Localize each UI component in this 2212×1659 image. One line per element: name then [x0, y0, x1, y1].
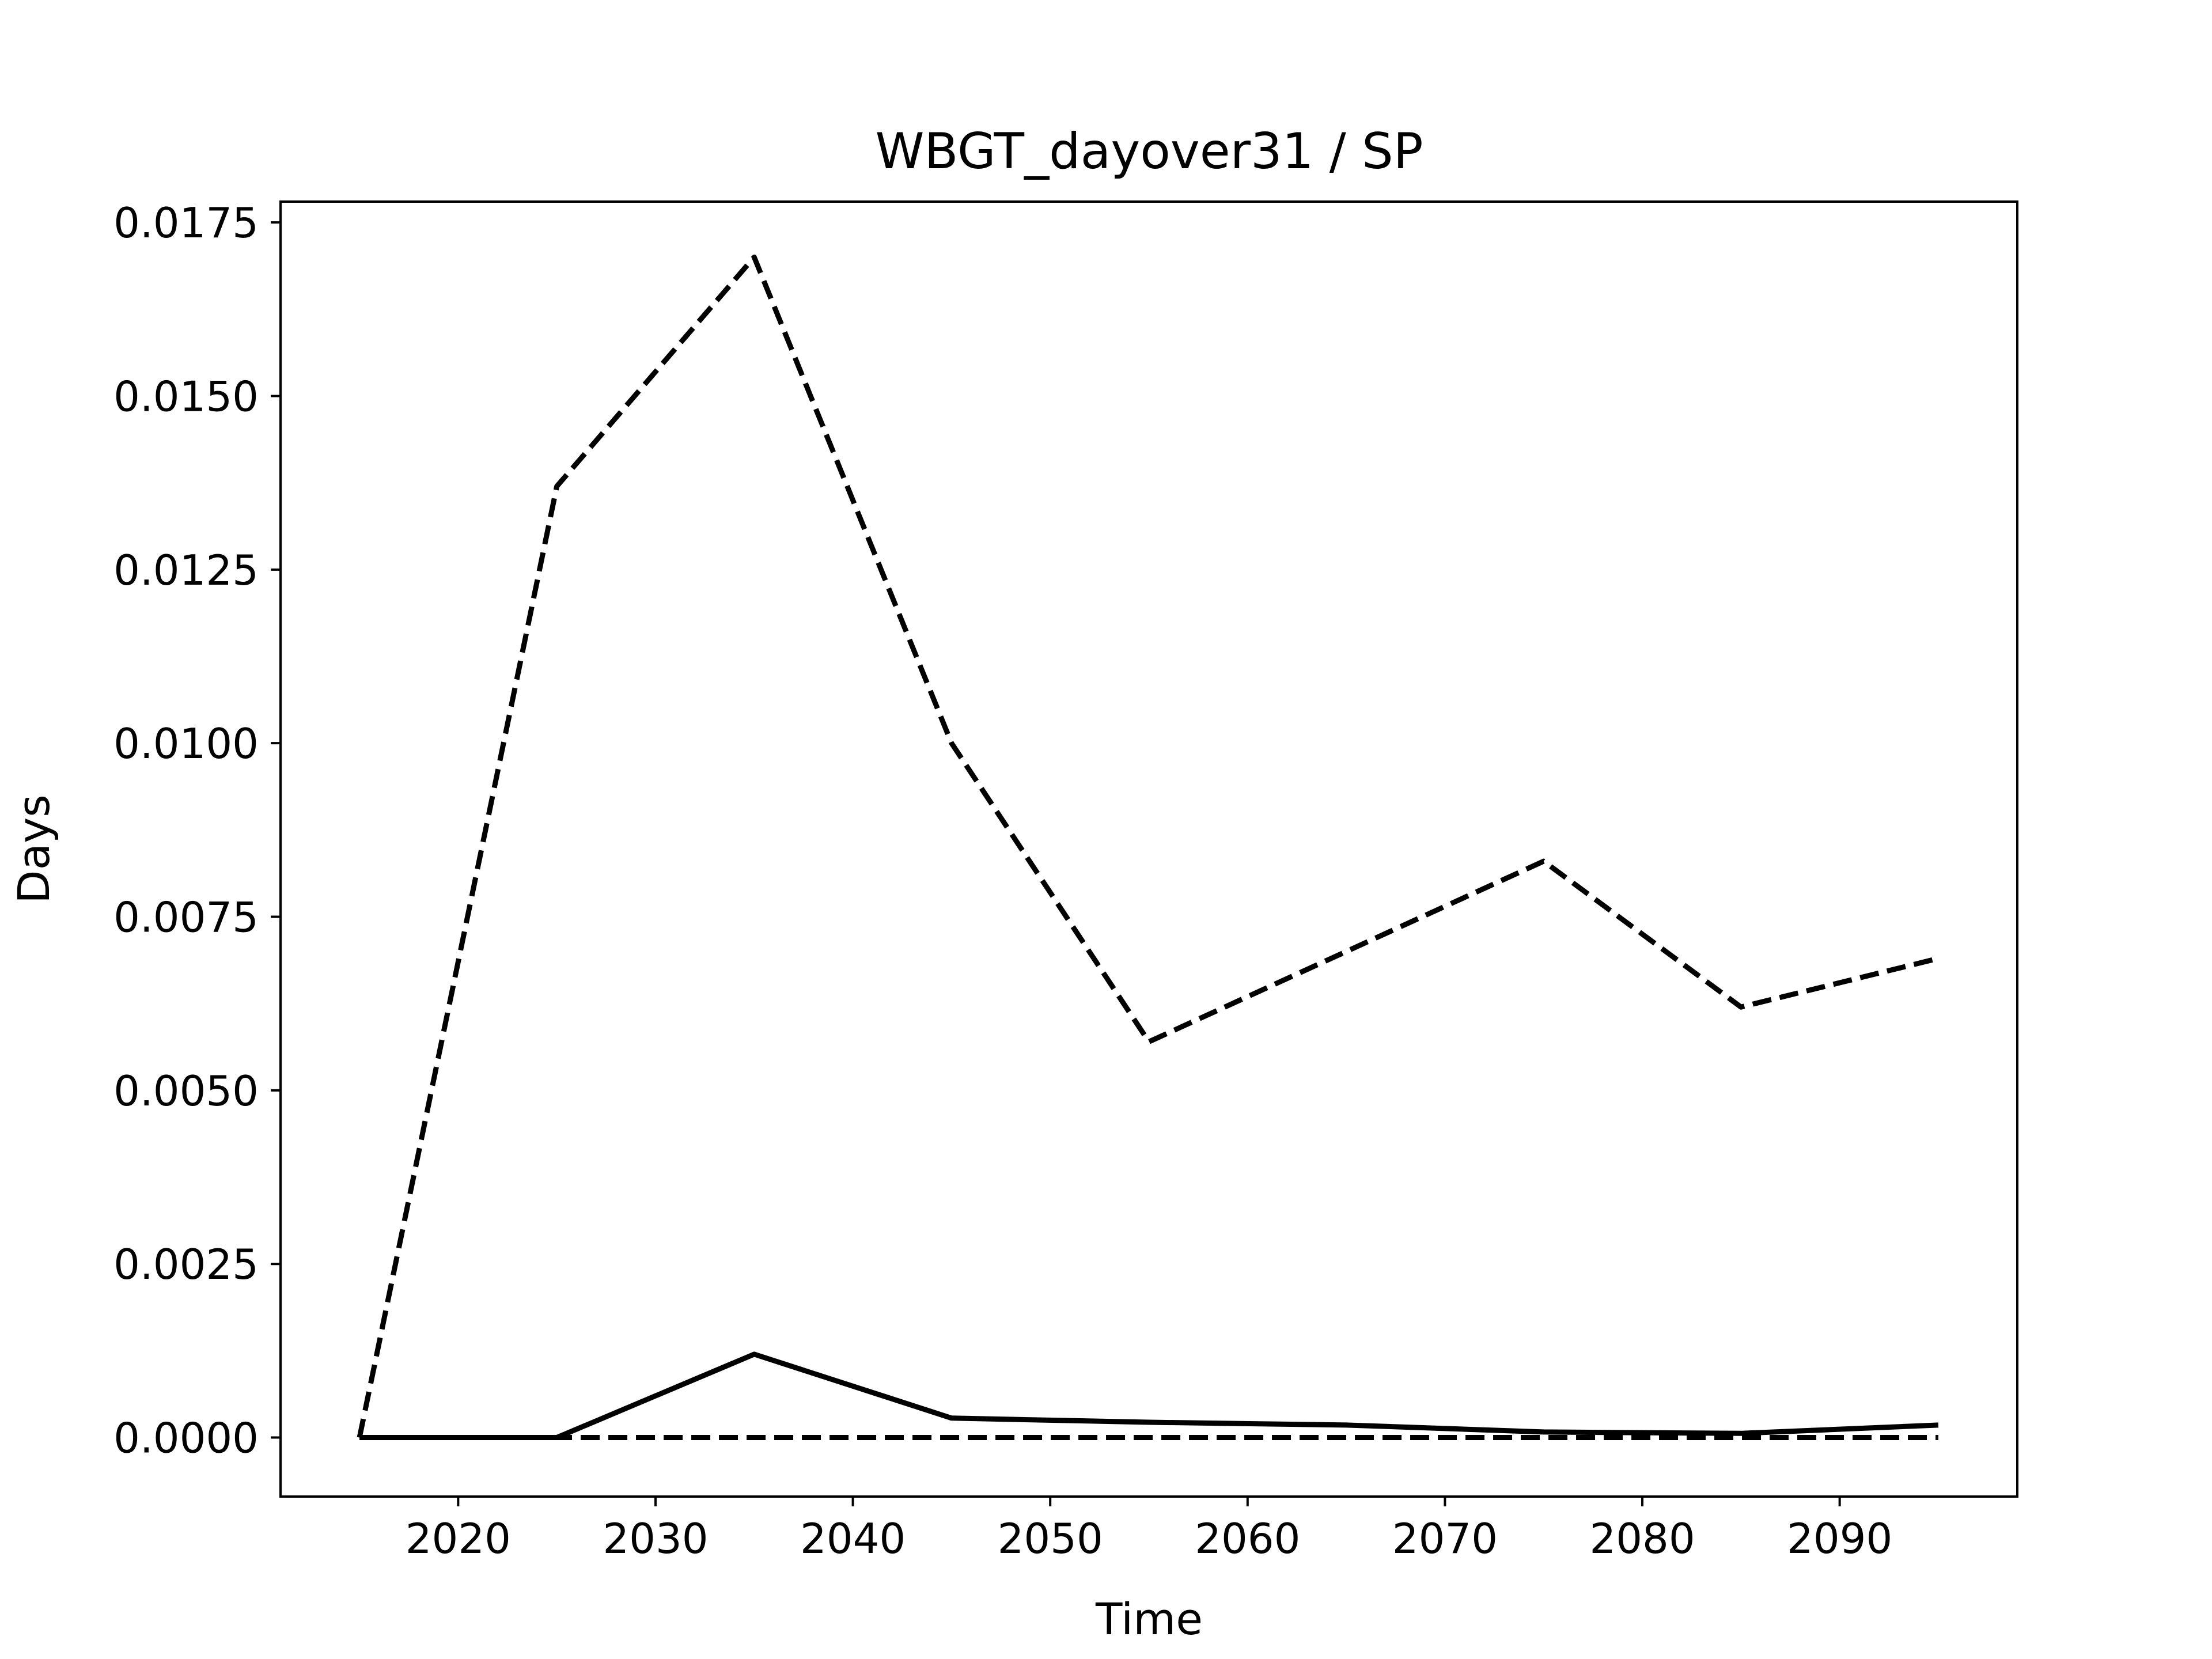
y-tick-label: 0.0175 — [113, 199, 259, 247]
y-tick-label: 0.0150 — [113, 373, 259, 421]
y-tick-label: 0.0125 — [113, 546, 259, 594]
x-tick-label: 2030 — [603, 1514, 708, 1563]
x-tick-label: 2070 — [1392, 1514, 1498, 1563]
y-tick-label: 0.0075 — [113, 893, 259, 942]
chart-title: WBGT_dayover31 / SP — [875, 123, 1423, 180]
y-tick-label: 0.0100 — [113, 719, 259, 768]
x-tick-label: 2040 — [800, 1514, 906, 1563]
x-tick-label: 2020 — [406, 1514, 511, 1563]
x-tick-label: 2050 — [998, 1514, 1103, 1563]
y-tick-label: 0.0050 — [113, 1067, 259, 1115]
x-tick-label: 2090 — [1787, 1514, 1892, 1563]
y-tick-label: 0.0000 — [113, 1414, 259, 1463]
y-axis: 0.0000 0.0025 0.0050 0.0075 0.0100 0.0125 0.01… — [113, 199, 281, 1463]
x-tick-label: 2080 — [1589, 1514, 1695, 1563]
series-line-2 — [359, 1351, 1939, 1441]
plot-area — [357, 254, 1940, 1441]
series-line-1 — [357, 254, 1940, 1438]
x-axis: 2020 2030 2040 2050 2060 2070 2080 2090 — [406, 1497, 1892, 1563]
y-axis-label: Days — [8, 794, 59, 904]
y-tick-label: 0.0025 — [113, 1240, 259, 1289]
x-tick-label: 2060 — [1195, 1514, 1300, 1563]
x-axis-label: Time — [1095, 1593, 1203, 1645]
plot-frame — [279, 200, 2018, 1498]
